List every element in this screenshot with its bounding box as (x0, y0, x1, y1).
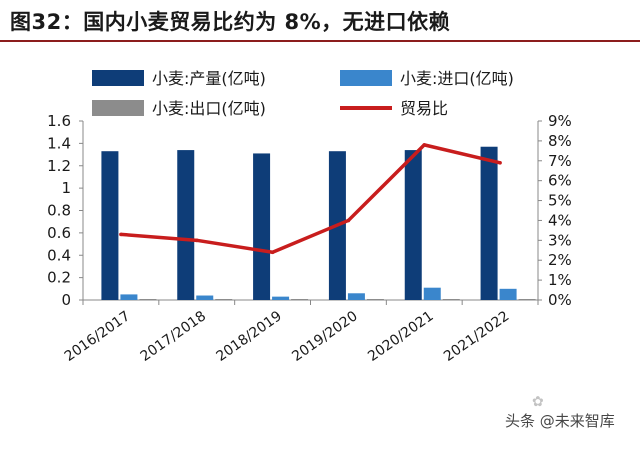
y-left-tick-label: 0.6 (47, 224, 71, 242)
bars (101, 146, 536, 300)
legend-label-3: 贸易比 (400, 99, 448, 118)
bar-2-0 (139, 299, 157, 300)
line-point-3 (346, 218, 351, 223)
legend-swatch-2 (92, 100, 144, 116)
bar-2-2 (291, 299, 309, 300)
bar-0-0 (101, 151, 119, 300)
y-right-tick-label: 5% (548, 192, 572, 210)
y-right-tick-label: 9% (548, 112, 572, 130)
y-right-tick-label: 6% (548, 172, 572, 190)
legend-swatch-3 (340, 106, 392, 110)
line-point-5 (498, 160, 502, 165)
bar-1-2 (272, 296, 290, 300)
x-tick-label: 2019/2020 (289, 308, 360, 365)
bar-1-5 (499, 288, 517, 300)
bar-2-1 (215, 299, 233, 300)
line-point-0 (119, 232, 123, 237)
y-right-tick-label: 0% (548, 291, 572, 309)
trade-ratio-line (119, 143, 502, 255)
y-left-tick-label: 1 (61, 179, 71, 197)
x-tick-label: 2021/2022 (441, 308, 512, 365)
y-right-tick-label: 3% (548, 231, 572, 249)
y-left-tick-label: 0.2 (47, 269, 71, 287)
y-right-tick-label: 7% (548, 152, 572, 170)
bar-2-5 (518, 299, 536, 300)
x-tick-label: 2020/2021 (365, 308, 436, 365)
y-left-tick-label: 1.4 (47, 134, 71, 152)
chart-title: 图32：国内小麦贸易比约为 8%，无进口依赖 (10, 10, 451, 34)
bar-1-0 (120, 294, 138, 300)
bar-2-3 (366, 299, 384, 300)
watermark-logo-icon: ✿ (532, 394, 544, 410)
line-path (120, 143, 501, 255)
bar-2-4 (442, 299, 460, 300)
legend-swatch-1 (340, 70, 392, 86)
line-point-2 (270, 250, 275, 255)
title-divider (0, 40, 640, 42)
bar-1-3 (347, 293, 365, 300)
y-left-tick-label: 1.2 (47, 157, 71, 175)
bar-1-1 (196, 295, 214, 300)
x-tick-label: 2017/2018 (138, 308, 209, 365)
y-left-tick-label: 0.4 (47, 246, 71, 264)
legend: 小麦:产量(亿吨) 小麦:进口(亿吨) 小麦:出口(亿吨) 贸易比 (92, 69, 514, 118)
y-right-tick-label: 1% (548, 271, 572, 289)
x-tick-label: 2016/2017 (62, 308, 133, 365)
legend-label-2: 小麦:出口(亿吨) (152, 99, 266, 118)
watermark: 头条 @未来智库 (505, 412, 615, 430)
legend-label-1: 小麦:进口(亿吨) (400, 69, 514, 88)
bar-0-4 (404, 150, 422, 300)
x-tick-label: 2018/2019 (213, 308, 284, 365)
line-point-1 (194, 238, 199, 243)
legend-swatch-0 (92, 70, 144, 86)
y-left-tick-label: 0 (61, 291, 71, 309)
y-right-tick-label: 2% (548, 251, 572, 269)
y-right-tick-label: 8% (548, 132, 572, 150)
y-right-tick-label: 4% (548, 211, 572, 229)
legend-label-0: 小麦:产量(亿吨) (152, 69, 266, 88)
bar-0-5 (480, 146, 498, 300)
y-left-tick-label: 1.6 (47, 112, 71, 130)
bar-0-2 (253, 153, 271, 300)
bar-0-1 (177, 150, 195, 300)
y-left-tick-label: 0.8 (47, 202, 71, 220)
bar-1-4 (423, 287, 441, 300)
line-point-4 (422, 143, 427, 147)
